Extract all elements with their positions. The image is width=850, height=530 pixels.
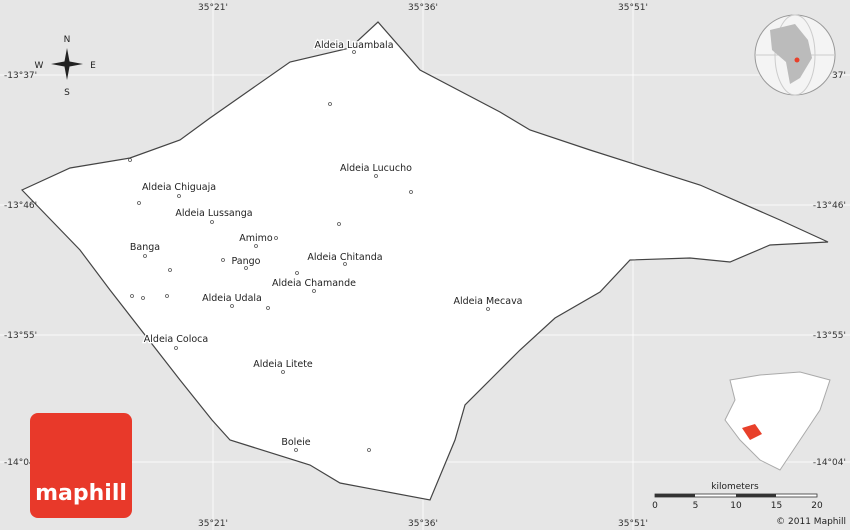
place-label: Boleie bbox=[281, 437, 310, 448]
lon-label: 35°36' bbox=[408, 3, 438, 13]
place-label: Aldeia Lucucho bbox=[340, 163, 412, 174]
compass-e: E bbox=[90, 61, 96, 71]
compass-s: S bbox=[64, 88, 70, 98]
lon-label: 35°21' bbox=[198, 519, 228, 529]
lat-label: -14°04' bbox=[813, 458, 846, 468]
place-label: Pango bbox=[232, 256, 261, 267]
lon-label: 35°36' bbox=[408, 519, 438, 529]
place-label: Aldeia Udala bbox=[202, 293, 262, 304]
place-dots bbox=[128, 50, 490, 452]
place-label: Aldeia Luambala bbox=[314, 40, 393, 51]
logo-text: maphill bbox=[35, 481, 127, 506]
compass-n: N bbox=[64, 35, 71, 45]
place-label: Amimo bbox=[239, 233, 273, 244]
place-label: Aldeia Lussanga bbox=[175, 208, 252, 219]
place-label: Banga bbox=[130, 242, 160, 253]
place-label: Aldeia Chitanda bbox=[307, 252, 382, 263]
scale-bar: kilometers 0 5 10 15 20 © 2011 Maphill bbox=[652, 482, 846, 527]
lat-label: -13°55' bbox=[813, 331, 846, 341]
scale-tick-label: 5 bbox=[693, 501, 699, 511]
place-label: Aldeia Chamande bbox=[272, 278, 356, 289]
lat-label: -13°46' bbox=[4, 201, 37, 211]
lon-label: 35°51' bbox=[618, 519, 648, 529]
scale-unit: kilometers bbox=[711, 482, 759, 492]
lat-label: -13°55' bbox=[4, 331, 37, 341]
region bbox=[20, 21, 829, 501]
lat-label: -13°46' bbox=[813, 201, 846, 211]
scale-tick-label: 20 bbox=[811, 501, 823, 511]
lon-label: 35°21' bbox=[198, 3, 228, 13]
scale-tick-label: 0 bbox=[652, 501, 658, 511]
compass-w: W bbox=[35, 61, 44, 71]
lon-label: 35°51' bbox=[618, 3, 648, 13]
place-label: Aldeia Litete bbox=[253, 359, 313, 370]
scale-tick-label: 10 bbox=[730, 501, 742, 511]
lat-label: -13°37' bbox=[4, 71, 37, 81]
place-label: Aldeia Coloca bbox=[144, 334, 208, 345]
copyright: © 2011 Maphill bbox=[776, 517, 846, 527]
globe bbox=[754, 14, 836, 96]
logo: maphill bbox=[30, 413, 132, 518]
place-label: Aldeia Chiguaja bbox=[142, 182, 216, 193]
lat-label: -14°04' bbox=[4, 458, 37, 468]
inset bbox=[724, 371, 831, 471]
scale-tick-label: 15 bbox=[771, 501, 782, 511]
place-labels: Aldeia Luambala Aldeia Lucucho Aldeia Ch… bbox=[129, 39, 524, 450]
compass: N E S W bbox=[35, 35, 97, 98]
place-label: Aldeia Mecava bbox=[453, 296, 522, 307]
